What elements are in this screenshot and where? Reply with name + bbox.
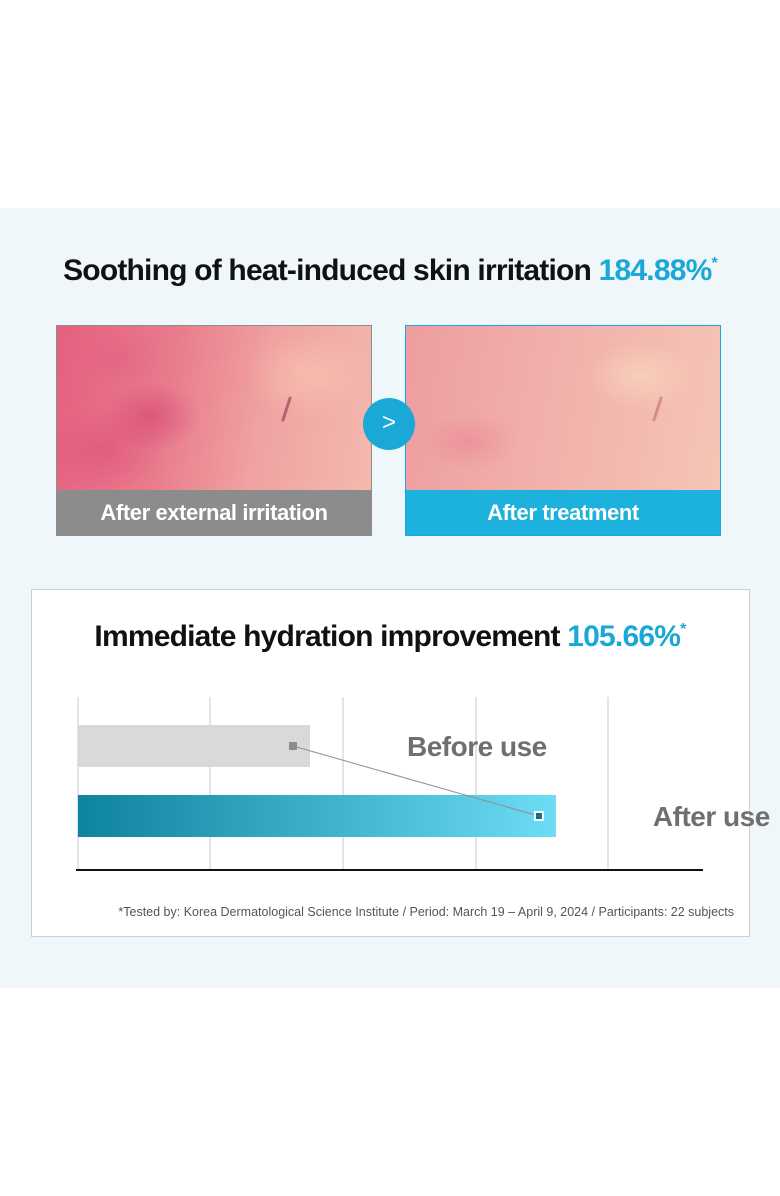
hydration-value: 105.66%* <box>567 620 686 653</box>
treated-skin-image <box>406 326 720 491</box>
soothing-asterisk: * <box>711 255 717 272</box>
soothing-title: Soothing of heat-induced skin irritation… <box>0 254 780 288</box>
chevron-right-icon: > <box>363 398 415 450</box>
hydration-title-text: Immediate hydration improvement <box>94 620 560 653</box>
test-footnote: *Tested by: Korea Dermatological Science… <box>118 905 734 919</box>
skin-mark <box>281 396 292 422</box>
soothing-value-number: 184.88% <box>598 254 713 287</box>
hydration-title: Immediate hydration improvement 105.66%* <box>0 620 780 654</box>
hydration-value-number: 105.66% <box>567 620 681 653</box>
soothing-title-text: Soothing of heat-induced skin irritation <box>63 254 592 287</box>
before-photo: After external irritation <box>56 325 372 536</box>
irritated-skin-image <box>57 326 371 491</box>
after-photo-label: After treatment <box>406 490 720 535</box>
after-photo: After treatment <box>405 325 721 536</box>
skin-mark <box>652 396 663 422</box>
before-photo-label: After external irritation <box>57 490 371 535</box>
hydration-asterisk: * <box>680 621 686 638</box>
soothing-value: 184.88%* <box>598 254 718 287</box>
